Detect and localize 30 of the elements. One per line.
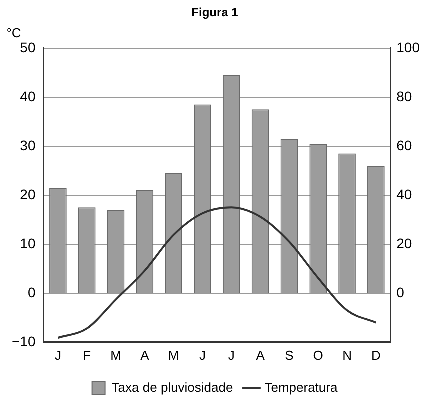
- x-tick-label: D: [371, 348, 381, 363]
- x-tick-label: J: [199, 348, 206, 363]
- x-tick-label: N: [342, 348, 352, 363]
- y2-tick-label: 100: [396, 39, 420, 56]
- x-tick-label: M: [168, 348, 180, 363]
- chart-title: Figura 1: [192, 6, 239, 20]
- x-tick-label: O: [313, 348, 324, 363]
- x-tick-label: M: [110, 348, 122, 363]
- y2-tick-label: 40: [396, 186, 412, 202]
- x-tick-label: A: [256, 348, 266, 363]
- y-axis-title: °C: [6, 25, 22, 40]
- x-tick-label: J: [228, 348, 235, 363]
- y2-tick-label: 80: [396, 88, 412, 104]
- y2-tick-label: 60: [396, 137, 412, 154]
- legend-label: Taxa de pluviosidade: [112, 380, 234, 396]
- x-tick-label: S: [285, 348, 294, 363]
- legend-label: Temperatura: [264, 380, 338, 396]
- x-tick-label: A: [140, 348, 150, 363]
- y-tick-label: 0: [28, 284, 36, 300]
- y2-tick-label: 0: [396, 284, 405, 300]
- y-tick-label: 40: [20, 88, 36, 104]
- y2-tick-label: 20: [396, 235, 412, 252]
- y-tick-label: −10: [12, 333, 36, 350]
- y-tick-label: 50: [20, 39, 36, 56]
- y-tick-label: 20: [20, 186, 36, 202]
- x-tick-label: F: [83, 348, 92, 363]
- x-tick-label: J: [54, 348, 62, 363]
- y-tick-label: 10: [20, 235, 36, 252]
- y-tick-label: 30: [20, 137, 36, 154]
- line-series: [57, 206, 378, 339]
